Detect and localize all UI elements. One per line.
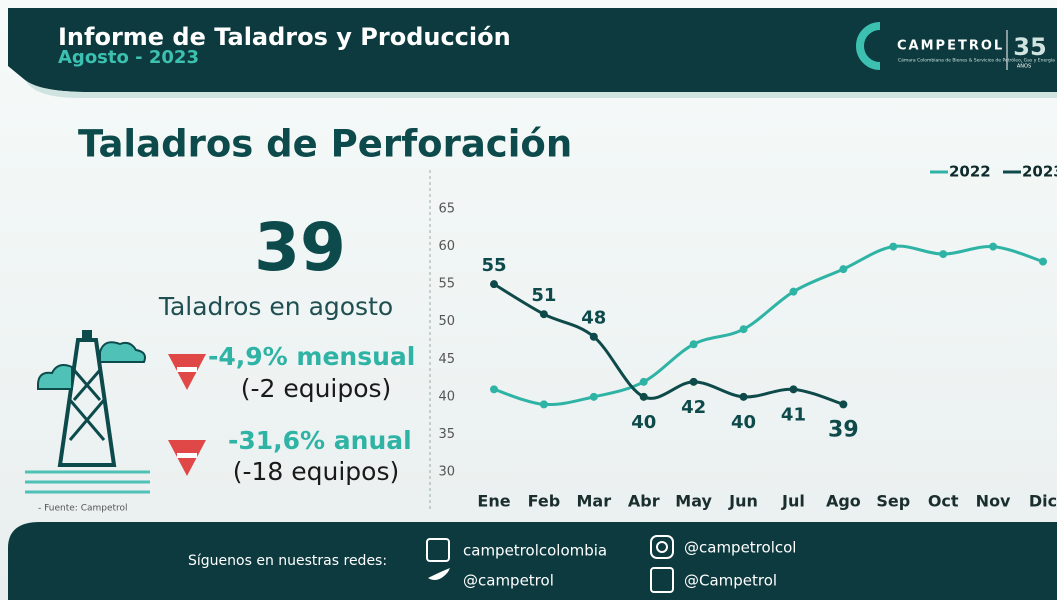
data-label: 41 xyxy=(781,404,806,425)
data-point xyxy=(789,385,797,393)
data-point xyxy=(490,385,498,393)
kpi-monthly-change: -4,9% mensual xyxy=(208,342,415,371)
data-point xyxy=(640,378,648,386)
legend-label: 2023 xyxy=(1022,163,1057,181)
data-point xyxy=(540,400,548,408)
data-label: 40 xyxy=(731,412,756,433)
x-tick-label: Sep xyxy=(876,492,910,511)
kpi-annual-change: -31,6% anual xyxy=(228,426,412,455)
kpi-total: 39 xyxy=(254,209,346,286)
y-tick-label: 35 xyxy=(438,427,455,442)
data-point xyxy=(789,288,797,296)
data-label: 42 xyxy=(681,397,706,418)
data-label: 48 xyxy=(581,308,606,329)
legend-label: 2022 xyxy=(949,163,991,181)
footer-facebook[interactable]: @Campetrol xyxy=(684,572,777,590)
section-title: Taladros de Perforación xyxy=(78,123,572,166)
data-label: 40 xyxy=(631,412,656,433)
kpi-annual-detail: (-18 equipos) xyxy=(233,457,400,486)
source: - Fuente: Campetrol xyxy=(38,504,128,514)
footer-instagram[interactable]: @campetrolcol xyxy=(684,539,796,557)
y-tick-label: 50 xyxy=(438,314,455,329)
data-point xyxy=(590,393,598,401)
header-subtitle: Agosto - 2023 xyxy=(58,47,199,68)
x-tick-label: May xyxy=(675,492,712,511)
data-point xyxy=(740,325,748,333)
logo-anniversary: 35 xyxy=(1013,33,1046,61)
x-tick-label: Abr xyxy=(628,492,660,511)
data-point xyxy=(839,400,847,408)
y-tick-label: 55 xyxy=(438,277,455,292)
data-point xyxy=(640,393,648,401)
x-tick-label: Oct xyxy=(928,492,959,511)
x-tick-label: Jun xyxy=(728,492,758,511)
x-tick-label: Nov xyxy=(976,492,1011,511)
footer-twitter[interactable]: @campetrol xyxy=(463,572,554,590)
kpi-total-label: Taladros en agosto xyxy=(158,292,393,321)
kpi-monthly-detail: (-2 equipos) xyxy=(241,374,392,403)
y-tick-label: 45 xyxy=(438,352,455,367)
data-label: 51 xyxy=(531,285,556,306)
data-label: 55 xyxy=(481,255,506,276)
logo-name: CAMPETROL xyxy=(897,39,1004,54)
data-point xyxy=(690,378,698,386)
data-point xyxy=(690,340,698,348)
x-tick-label: Dic xyxy=(1029,492,1057,511)
x-tick-label: Jul xyxy=(781,492,805,511)
data-point xyxy=(1039,258,1047,266)
logo-anniversary-unit: AÑOS xyxy=(1017,63,1031,70)
data-point xyxy=(590,333,598,341)
data-point xyxy=(839,265,847,273)
data-point xyxy=(540,310,548,318)
data-point xyxy=(740,393,748,401)
x-tick-label: Feb xyxy=(528,492,561,511)
y-tick-label: 30 xyxy=(438,465,455,480)
x-tick-label: Ago xyxy=(826,492,861,511)
y-tick-label: 40 xyxy=(438,389,455,404)
footer-linkedin[interactable]: campetrolcolombia xyxy=(463,542,607,560)
data-point xyxy=(989,243,997,251)
data-point xyxy=(490,280,498,288)
y-tick-label: 60 xyxy=(438,239,455,254)
footer-follow: Síguenos en nuestras redes: xyxy=(188,553,387,569)
data-point xyxy=(939,250,947,258)
x-tick-label: Ene xyxy=(477,492,510,511)
data-point xyxy=(889,243,897,251)
x-tick-label: Mar xyxy=(577,492,612,511)
y-tick-label: 65 xyxy=(438,202,455,217)
data-label: 39 xyxy=(828,417,859,442)
infographic: Informe de Taladros y Producción Agosto … xyxy=(0,0,1057,600)
